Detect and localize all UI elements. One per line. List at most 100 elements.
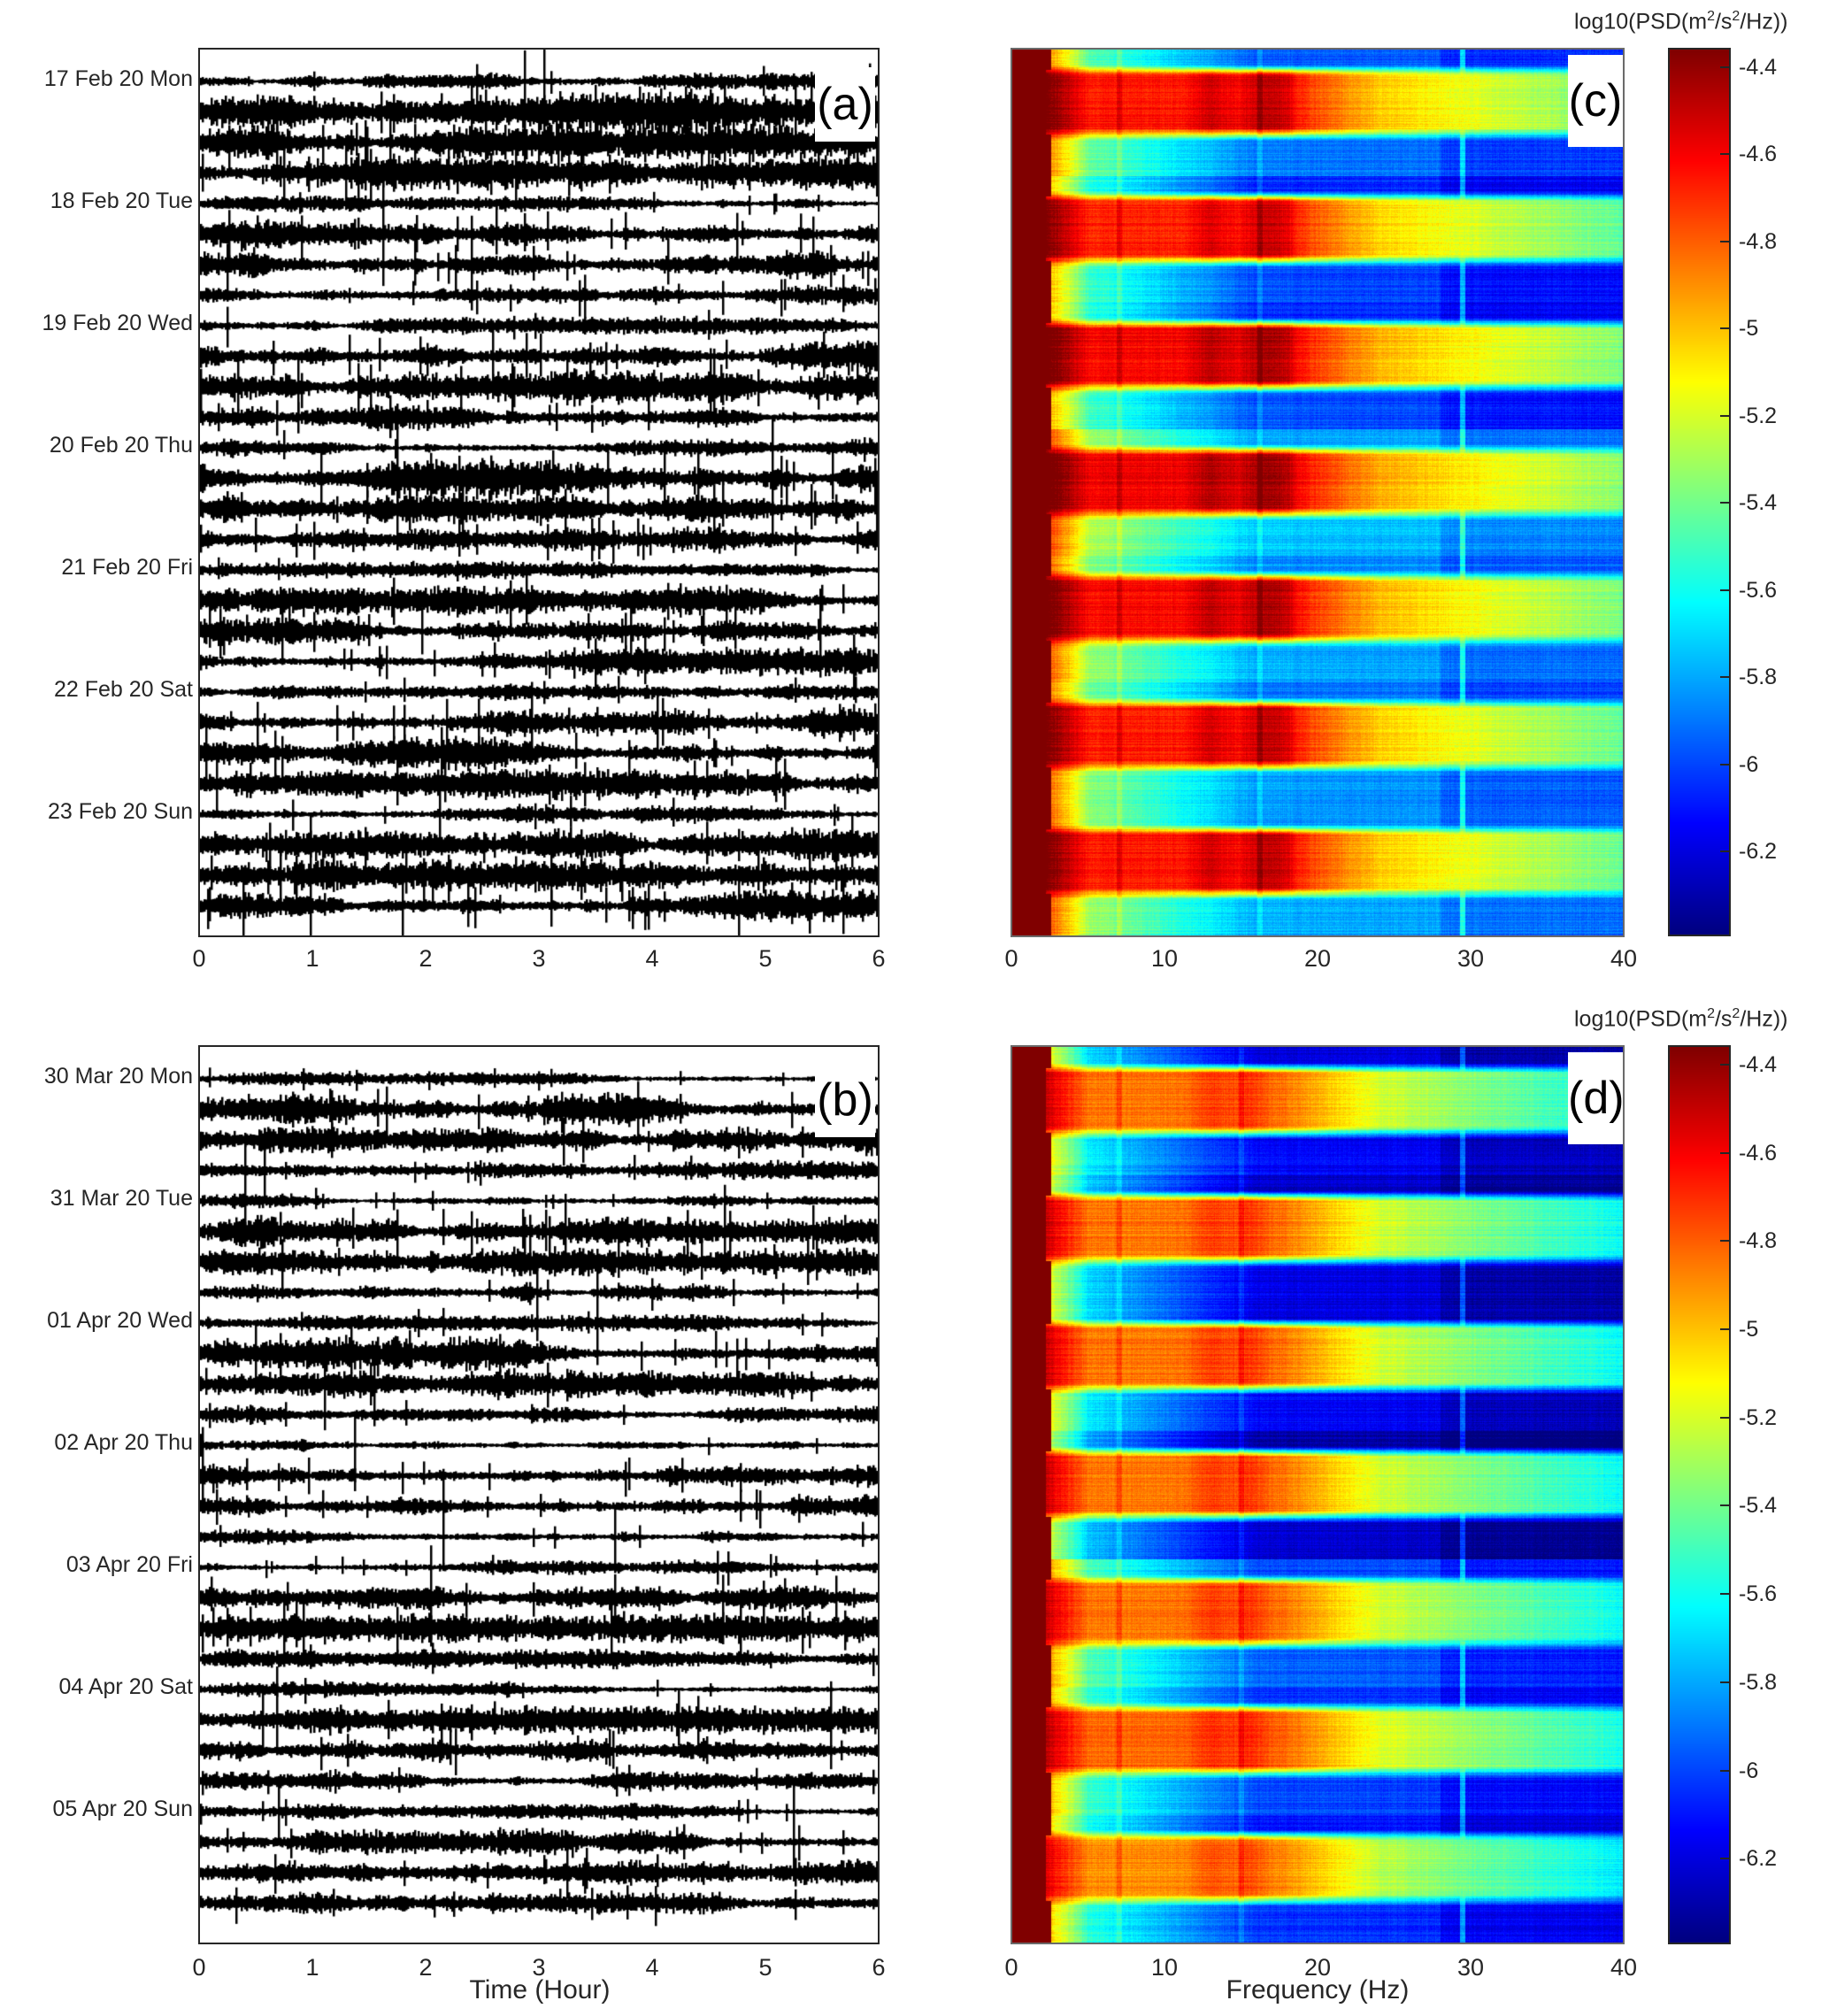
x-tick-label: 2: [419, 945, 433, 972]
colorbar-tick-mark: [1720, 1416, 1729, 1419]
colorbar-tick-label: -6.2: [1739, 839, 1778, 865]
waveform-panel-a: (a): [198, 48, 880, 937]
day-label: 04 Apr 20 Sat: [58, 1674, 193, 1699]
colorbar-tick-mark: [1720, 1151, 1729, 1154]
colorbar-tick-mark: [1720, 1504, 1729, 1507]
day-label: 30 Mar 20 Mon: [43, 1064, 193, 1089]
x-tick-label: 40: [1610, 1954, 1638, 1981]
colorbar-tick-label: -4.8: [1739, 228, 1778, 254]
colorbar-tick-mark: [1720, 502, 1729, 504]
colorbar-tick-label: -5: [1739, 316, 1759, 342]
waveform-traces-b: [200, 1047, 878, 1943]
colorbar-tick-label: -4.4: [1739, 54, 1778, 80]
x-tick-label: 10: [1150, 945, 1179, 972]
day-label: 23 Feb 20 Sun: [47, 799, 193, 824]
colorbar-title-part: /Hz)): [1740, 1006, 1788, 1032]
day-label: 03 Apr 20 Fri: [65, 1552, 193, 1577]
x-tick-label: 0: [1004, 1954, 1018, 1981]
day-label: 05 Apr 20 Sun: [52, 1797, 193, 1821]
colorbar-tick-label: -5.2: [1739, 1404, 1778, 1430]
colorbar-tick-mark: [1720, 240, 1729, 242]
spectrogram-heatmap-c: [1012, 50, 1623, 935]
colorbar-tick-label: -5.6: [1739, 577, 1778, 603]
colorbar-title-part: 2: [1707, 1006, 1715, 1021]
colorbar-canvas: [1670, 50, 1729, 935]
x-tick-label: 30: [1456, 1954, 1485, 1981]
colorbar-tick-mark: [1720, 1593, 1729, 1596]
x-tick-label: 3: [532, 1954, 546, 1981]
colorbar-title: log10(PSD(m2/s2/Hz)): [1574, 1006, 1787, 1032]
colorbar-title-part: 2: [1732, 9, 1741, 24]
day-label: 20 Feb 20 Thu: [49, 433, 193, 458]
colorbar-tick-mark: [1720, 1063, 1729, 1066]
colorbar-title-part: /s: [1714, 9, 1733, 35]
colorbar-canvas: [1670, 1047, 1729, 1943]
x-tick-label: 2: [419, 1954, 433, 1981]
colorbar-tick-mark: [1720, 676, 1729, 679]
x-tick-label: 5: [758, 945, 772, 972]
colorbar-tick-label: -5.2: [1739, 403, 1778, 428]
colorbar-tick-mark: [1720, 1858, 1729, 1860]
colorbar-tick-mark: [1720, 65, 1729, 68]
colorbar-tick-mark: [1720, 153, 1729, 156]
day-label: 19 Feb 20 Wed: [42, 311, 193, 335]
day-label: 18 Feb 20 Tue: [50, 189, 193, 213]
colorbar-tick-label: -4.4: [1739, 1051, 1778, 1077]
colorbar-tick-label: -4.6: [1739, 1140, 1778, 1166]
colorbar-title-part: /s: [1714, 1006, 1733, 1032]
panel-label-b: (b): [815, 1063, 875, 1137]
colorbar-tick-mark: [1720, 763, 1729, 766]
colorbar-tick-mark: [1720, 1328, 1729, 1331]
waveform-traces-a: [200, 50, 878, 935]
day-label: 22 Feb 20 Sat: [53, 677, 193, 702]
colorbar-tick-label: -5.4: [1739, 490, 1778, 516]
x-tick-label: 6: [872, 1954, 886, 1981]
day-label: 02 Apr 20 Thu: [54, 1430, 193, 1455]
colorbar-title-part: /Hz)): [1740, 9, 1788, 35]
colorbar-tick-mark: [1720, 589, 1729, 591]
day-label: 17 Feb 20 Mon: [43, 66, 193, 91]
colorbar-tick-mark: [1720, 850, 1729, 853]
x-tick-label: 0: [1004, 945, 1018, 972]
x-tick-label: 20: [1303, 945, 1332, 972]
colorbar-tick-mark: [1720, 327, 1729, 330]
colorbar-title-part: log10(PSD(m: [1574, 1006, 1708, 1032]
x-tick-label: 30: [1456, 945, 1485, 972]
colorbar-tick-label: -5.6: [1739, 1581, 1778, 1607]
colorbar-tick-label: -5.4: [1739, 1493, 1778, 1519]
colorbar-tick-label: -5.8: [1739, 665, 1778, 690]
colorbar-title: log10(PSD(m2/s2/Hz)): [1574, 9, 1787, 35]
colorbar-tick-mark: [1720, 1240, 1729, 1243]
colorbar-title-part: 2: [1732, 1006, 1741, 1021]
colorbar-title-part: log10(PSD(m: [1574, 9, 1708, 35]
spectrogram-heatmap-d: [1012, 1047, 1623, 1943]
x-tick-label: 1: [305, 945, 319, 972]
x-tick-label: 5: [758, 1954, 772, 1981]
x-tick-label: 6: [872, 945, 886, 972]
colorbar-tick-mark: [1720, 1681, 1729, 1683]
colorbar-gradient: [1668, 1045, 1731, 1944]
day-label: 21 Feb 20 Fri: [61, 555, 193, 580]
x-tick-label: 0: [192, 945, 206, 972]
spectrogram-panel-d: (d): [1011, 1045, 1625, 1944]
x-tick-label: 20: [1303, 1954, 1332, 1981]
panel-label-d: (d): [1568, 1052, 1623, 1144]
x-tick-label: 3: [532, 945, 546, 972]
colorbar-gradient: [1668, 48, 1731, 936]
colorbar-tick-label: -4.6: [1739, 142, 1778, 167]
waveform-panel-b: (b): [198, 1045, 880, 1944]
colorbar-tick-label: -6: [1739, 1758, 1759, 1783]
colorbar-tick-label: -5.8: [1739, 1669, 1778, 1695]
x-tick-label: 0: [192, 1954, 206, 1981]
x-tick-label: 1: [305, 1954, 319, 1981]
colorbar-tick-label: -6: [1739, 751, 1759, 777]
colorbar-tick-label: -5: [1739, 1317, 1759, 1343]
day-label: 31 Mar 20 Tue: [50, 1186, 193, 1211]
colorbar-tick-mark: [1720, 1769, 1729, 1772]
panel-label-c: (c): [1568, 55, 1623, 147]
x-tick-label: 4: [645, 945, 659, 972]
day-label: 01 Apr 20 Wed: [47, 1308, 193, 1333]
x-tick-label: 40: [1610, 945, 1638, 972]
colorbar-tick-mark: [1720, 414, 1729, 417]
colorbar-tick-label: -6.2: [1739, 1846, 1778, 1872]
